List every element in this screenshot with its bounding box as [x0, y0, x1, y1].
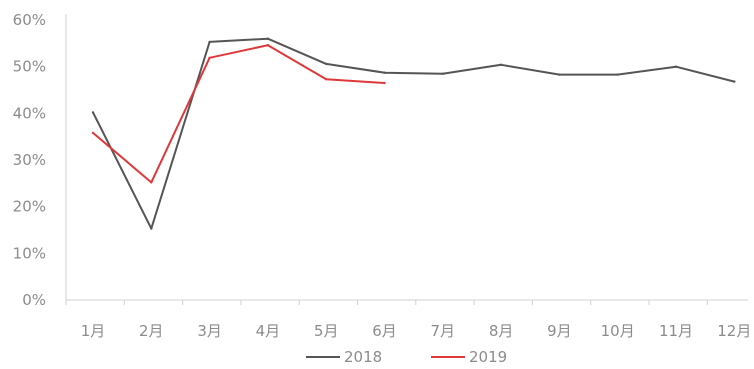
data-point-2018	[674, 65, 678, 68]
chart-legend: 2018 2019	[306, 348, 507, 366]
y-tick-label: 40%	[13, 104, 46, 122]
x-tick-label: 9月	[547, 322, 572, 340]
x-tick-label: 12月	[717, 322, 751, 340]
x-tick-label: 1月	[81, 322, 106, 340]
data-point-2018	[266, 37, 270, 40]
x-tick-label: 7月	[431, 322, 456, 340]
y-tick-label: 30%	[13, 151, 46, 169]
data-point-2018	[383, 71, 386, 74]
y-axis-ticks: 0% 10% 20% 30% 40% 50% 60%	[13, 11, 46, 309]
data-point-2018	[91, 111, 95, 114]
x-tick-label: 5月	[314, 322, 339, 340]
data-point-2019	[208, 56, 211, 59]
data-point-2018	[208, 40, 211, 44]
x-tick-label: 4月	[256, 322, 281, 340]
data-point-2018	[150, 227, 153, 230]
x-tick-label: 6月	[372, 322, 397, 340]
legend-label-2018: 2018	[344, 348, 382, 366]
legend-label-2019: 2019	[469, 348, 507, 366]
data-point-2019	[150, 181, 153, 184]
chart-axes	[65, 14, 748, 301]
x-axis-ticks: 1月 2月 3月 4月 5月 6月 7月 8月 9月 10月 11月 12月	[65, 300, 751, 340]
data-point-2018	[558, 73, 561, 76]
y-tick-label: 20%	[13, 198, 46, 216]
data-point-2019	[266, 44, 270, 47]
data-point-2018	[616, 73, 619, 76]
chart-series	[91, 37, 736, 230]
x-tick-label: 8月	[489, 322, 514, 340]
data-point-2018	[499, 63, 503, 66]
data-point-2019	[325, 78, 328, 81]
y-tick-label: 50%	[13, 58, 46, 76]
y-tick-label: 0%	[22, 291, 46, 309]
data-point-2018	[325, 62, 328, 66]
data-point-2018	[441, 72, 444, 75]
data-point-2019	[91, 131, 95, 135]
series-line-2018	[92, 37, 736, 230]
y-tick-label: 60%	[13, 11, 46, 29]
x-tick-label: 2月	[139, 322, 164, 340]
series-line-2019	[92, 44, 386, 184]
y-tick-label: 10%	[13, 244, 46, 262]
data-point-2018	[733, 80, 736, 83]
x-tick-label: 3月	[197, 322, 222, 340]
x-tick-label: 11月	[659, 322, 693, 340]
x-tick-label: 10月	[601, 322, 635, 340]
data-point-2019	[383, 81, 386, 85]
